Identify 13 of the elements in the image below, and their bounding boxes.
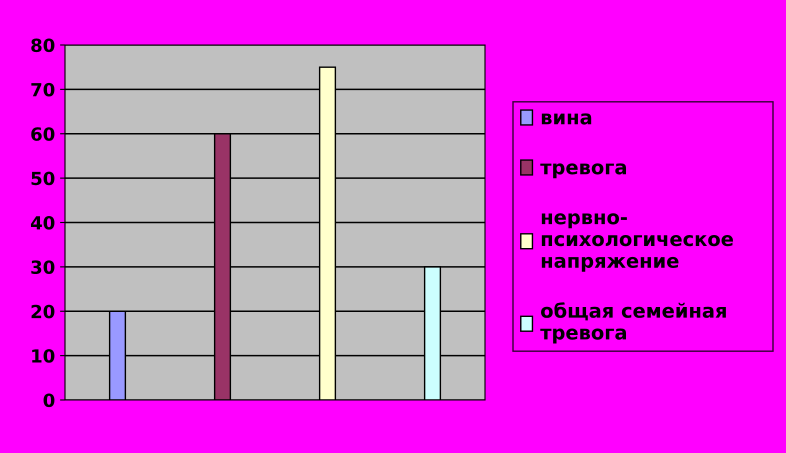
y-tick-label: 20: [32, 304, 54, 318]
legend-label: вина: [542, 113, 592, 125]
legend-label: общая семейная тревога: [540, 302, 726, 344]
y-tick-label: 30: [31, 260, 54, 274]
legend-label: тревога: [540, 163, 626, 178]
y-tick-label: 10: [32, 349, 54, 363]
y-tick-label: 70: [31, 82, 54, 96]
legend-label: нервно- психологическое напряжение: [542, 213, 733, 272]
y-tick-label: 0: [44, 393, 54, 408]
y-tick-label: 50: [32, 172, 54, 186]
y-tick-label: 60: [31, 127, 54, 141]
y-tick-label: 80: [31, 38, 54, 52]
y-tick-label: 40: [30, 216, 54, 230]
